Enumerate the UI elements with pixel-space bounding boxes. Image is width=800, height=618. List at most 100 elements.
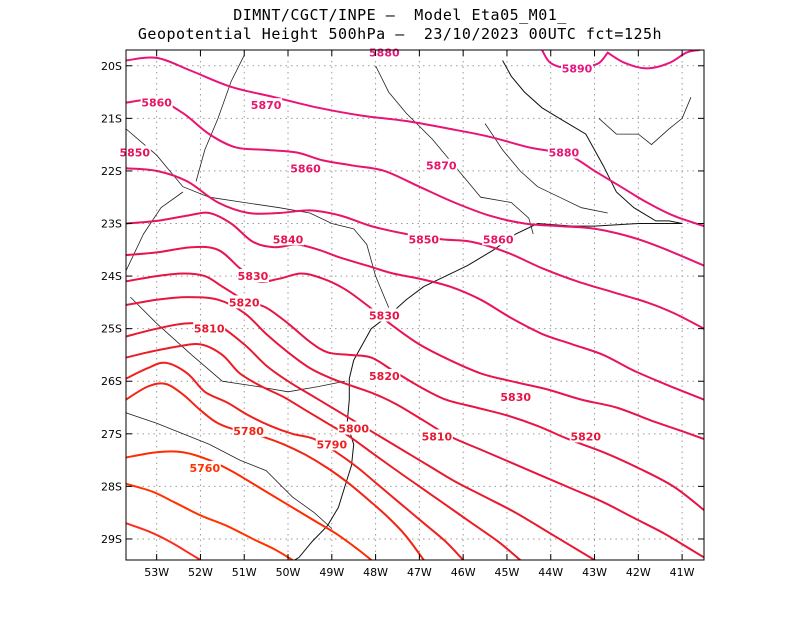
state-border (484, 123, 608, 214)
lat-tick-label: 23S (101, 218, 122, 231)
lon-tick-label: 52W (188, 566, 213, 579)
contour-label-5890: 5890 (562, 62, 593, 75)
contour-label-bg (315, 437, 348, 451)
lon-tick-label: 50W (276, 566, 301, 579)
contour-line-5830 (126, 272, 704, 512)
coastline (294, 60, 683, 560)
contour-label-bg (425, 158, 458, 172)
contour-label-bg (561, 61, 594, 75)
contour-line-5790 (126, 361, 465, 560)
contour-label-5820: 5820 (229, 296, 260, 309)
contour-label-bg (188, 460, 221, 474)
contour-label-5850: 5850 (119, 147, 150, 160)
contour-line-5890 (606, 50, 701, 70)
contour-line-5780 (126, 382, 425, 560)
contour-label-bg (232, 424, 265, 438)
lat-tick-label: 20S (101, 60, 122, 73)
contour-label-5810: 5810 (422, 430, 453, 443)
contour-label-5760: 5760 (190, 462, 221, 475)
contour-label-5860: 5860 (290, 162, 321, 175)
contour-label-5860: 5860 (483, 233, 514, 246)
grid-lines (126, 50, 704, 560)
contour-label-5780: 5780 (233, 425, 264, 438)
contour-label-bg (289, 161, 322, 175)
contour-line-5800 (126, 343, 522, 560)
state-border (130, 296, 345, 393)
lon-tick-label: 48W (363, 566, 388, 579)
lat-tick-label: 27S (101, 428, 122, 441)
contour-line-5750 (126, 522, 202, 560)
contour-label-5830: 5830 (500, 391, 531, 404)
contour-label-bg (140, 95, 173, 109)
contour-label-5880: 5880 (369, 47, 400, 60)
lon-tick-label: 41W (670, 566, 695, 579)
contour-label-bg (499, 390, 532, 404)
lon-tick-label: 51W (232, 566, 257, 579)
state-border (126, 191, 184, 271)
chart-title-line2: Geopotential Height 500hPa – 23/10/2023 … (137, 25, 663, 43)
contour-label-bg (228, 295, 261, 309)
contour-label-5830: 5830 (238, 270, 269, 283)
contour-line-5770 (126, 450, 373, 560)
contour-label-5800: 5800 (338, 423, 369, 436)
contour-label-5820: 5820 (369, 370, 400, 383)
contour-label-bg (569, 429, 602, 443)
contour-lines (126, 50, 704, 560)
lat-tick-label: 25S (101, 323, 122, 336)
contour-line-5860 (126, 167, 704, 330)
contour-label-bg (420, 429, 453, 443)
contour-label-5820: 5820 (570, 430, 601, 443)
axis-ticks: 53W 52W 51W 50W 49W 48W 47W 46W 45W 44W 43W 42W 41W 2… (101, 50, 704, 579)
contour-label-5840: 5840 (273, 233, 304, 246)
contour-label-5810: 5810 (194, 323, 225, 336)
lat-tick-label: 28S (101, 480, 122, 493)
contour-label-bg (272, 232, 305, 246)
contour-label-5860: 5860 (141, 97, 172, 110)
lon-tick-label: 47W (407, 566, 432, 579)
contour-label-bg (193, 321, 226, 335)
lon-tick-label: 49W (319, 566, 344, 579)
contour-label-bg (368, 45, 401, 59)
contour-label-bg (368, 368, 401, 382)
lat-tick-label: 29S (101, 533, 122, 546)
contour-label-5870: 5870 (426, 160, 457, 173)
state-border (126, 128, 390, 308)
contour-label-bg (547, 145, 580, 159)
lat-tick-label: 24S (101, 270, 122, 283)
contour-line-5840 (126, 245, 704, 441)
contour-label-bg (337, 421, 370, 435)
contour-label-5830: 5830 (369, 310, 400, 323)
contour-line-5870 (126, 98, 704, 267)
contour-line-5760 (126, 482, 294, 560)
plot-frame (125, 49, 705, 561)
contour-label-5850: 5850 (408, 233, 439, 246)
lon-tick-label: 53W (144, 566, 169, 579)
contour-label-5880: 5880 (549, 147, 580, 160)
state-border (375, 65, 534, 235)
lon-tick-label: 42W (626, 566, 651, 579)
lat-tick-label: 21S (101, 112, 122, 125)
lon-tick-label: 43W (582, 566, 607, 579)
contour-label-5790: 5790 (316, 438, 347, 451)
contour-label-5870: 5870 (251, 99, 282, 112)
political-borders (126, 55, 692, 529)
chart-title-line1: DIMNT/CGCT/INPE – Model Eta05_M01_ (233, 6, 567, 24)
state-border (195, 55, 245, 182)
contour-label-bg (407, 232, 440, 246)
contour-label-bg (482, 232, 515, 246)
contour-label-bg (236, 269, 269, 283)
state-border (126, 412, 333, 529)
lon-tick-label: 46W (451, 566, 476, 579)
lat-tick-label: 22S (101, 165, 122, 178)
contour-label-bg (250, 98, 283, 112)
lat-tick-label: 26S (101, 375, 122, 388)
contour-labels: 5890 5880 5880 5860 5870 5870 5850 5860 5840 5850… (118, 45, 602, 475)
contour-line-5880 (126, 56, 704, 228)
contour-line-5820 (126, 296, 704, 559)
coastline-path (294, 60, 683, 560)
lon-tick-label: 45W (495, 566, 520, 579)
contour-label-bg (368, 308, 401, 322)
state-border (598, 97, 692, 146)
contour-label-bg (118, 145, 151, 159)
